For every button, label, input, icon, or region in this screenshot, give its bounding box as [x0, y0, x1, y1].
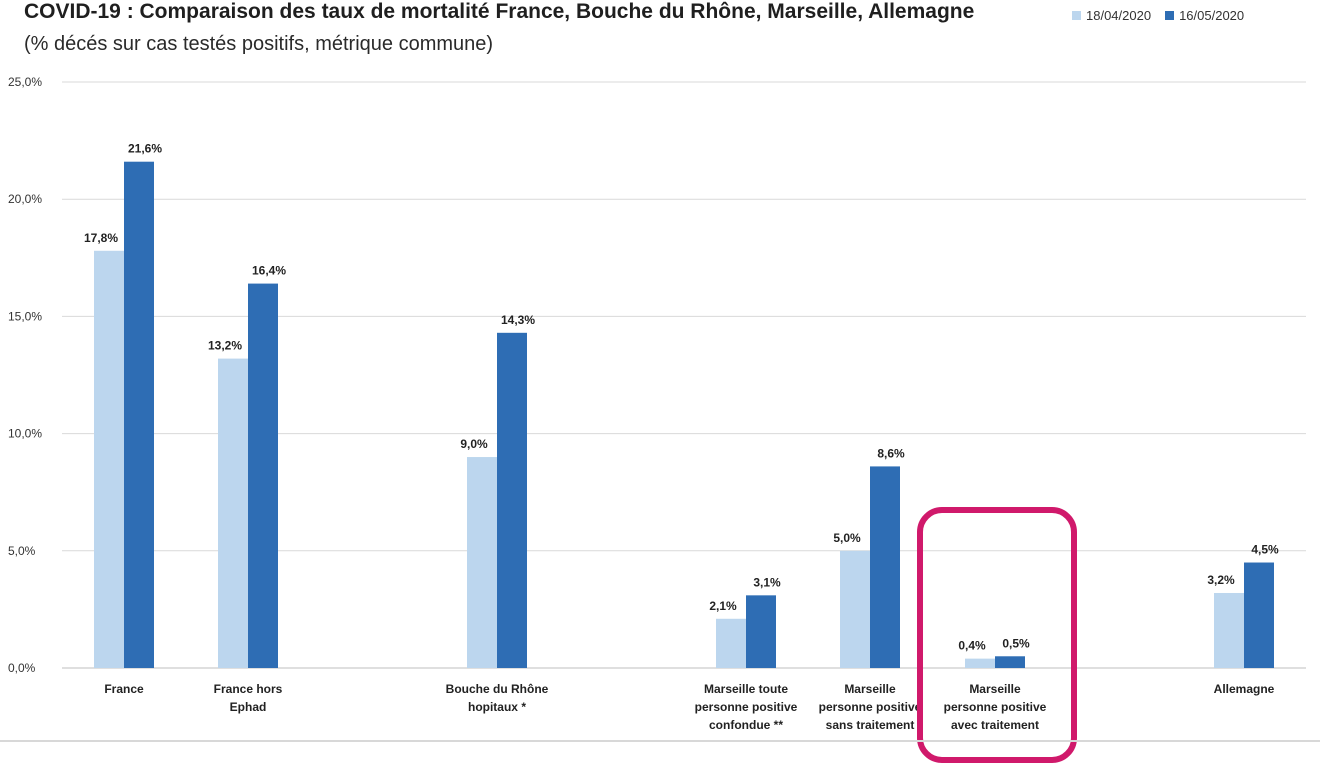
y-tick-label: 0,0%: [8, 661, 36, 675]
data-label: 14,3%: [501, 313, 535, 327]
y-tick-label: 15,0%: [8, 309, 42, 323]
x-category-label: avec traitement: [951, 718, 1039, 732]
data-label: 16,4%: [252, 264, 286, 278]
chart-subtitle: (% décés sur cas testés positifs, métriq…: [24, 33, 494, 55]
legend-label-16-05: 16/05/2020: [1179, 8, 1245, 23]
y-tick-label: 20,0%: [8, 192, 42, 206]
bar-light: [467, 457, 497, 668]
legend-item-18-04: 18/04/2020: [1072, 8, 1151, 23]
bar-light: [218, 358, 248, 668]
x-category-label: sans traitement: [826, 718, 915, 732]
legend: 18/04/2020 16/05/2020: [1072, 8, 1244, 23]
data-label: 13,2%: [208, 339, 242, 353]
data-label: 0,4%: [958, 639, 986, 653]
x-category-label: personne positive: [695, 700, 798, 714]
bar-light: [94, 250, 124, 668]
data-label: 5,0%: [833, 531, 861, 545]
y-tick-label: 5,0%: [8, 544, 36, 558]
bottom-divider: [0, 740, 1320, 742]
bar-dark: [248, 283, 278, 668]
x-category-label: France: [104, 682, 144, 696]
bar-dark: [746, 595, 776, 668]
x-category-label: Marseille: [969, 682, 1021, 696]
data-label: 4,5%: [1251, 543, 1279, 557]
bar-dark: [870, 466, 900, 668]
x-category-label: personne positive: [819, 700, 922, 714]
data-label: 21,6%: [128, 142, 162, 156]
bar-dark: [497, 332, 527, 668]
data-label: 3,2%: [1207, 573, 1235, 587]
bar-light: [965, 658, 995, 668]
bar-dark: [1244, 562, 1274, 668]
bar-light: [1214, 592, 1244, 668]
x-category-label: confondue **: [709, 718, 783, 732]
bar-light: [840, 550, 870, 668]
data-label: 2,1%: [709, 599, 737, 613]
x-category-label: personne positive: [944, 700, 1047, 714]
y-tick-label: 25,0%: [8, 75, 42, 89]
data-label: 0,5%: [1002, 636, 1030, 650]
highlight-box: [917, 507, 1077, 763]
bar-dark: [124, 161, 154, 669]
legend-swatch-light: [1072, 11, 1081, 20]
y-tick-label: 10,0%: [8, 427, 42, 441]
data-label: 8,6%: [877, 446, 905, 460]
data-label: 17,8%: [84, 231, 118, 245]
x-category-label: France hors: [214, 682, 283, 696]
data-label: 9,0%: [460, 437, 488, 451]
chart-title: COVID-19 : Comparaison des taux de morta…: [24, 0, 975, 23]
legend-swatch-dark: [1165, 11, 1175, 20]
x-category-label: Marseille toute: [704, 682, 788, 696]
x-category-label: Ephad: [230, 700, 267, 714]
data-label: 3,1%: [753, 575, 781, 589]
x-category-label: Bouche du Rhône: [446, 682, 549, 696]
x-category-label: hopitaux *: [468, 700, 526, 714]
x-category-label: Marseille: [844, 682, 896, 696]
x-category-label: Allemagne: [1214, 682, 1275, 696]
legend-item-16-05: 16/05/2020: [1165, 8, 1244, 23]
bar-dark: [995, 656, 1025, 668]
legend-label-18-04: 18/04/2020: [1086, 8, 1152, 23]
bar-light: [716, 618, 746, 668]
